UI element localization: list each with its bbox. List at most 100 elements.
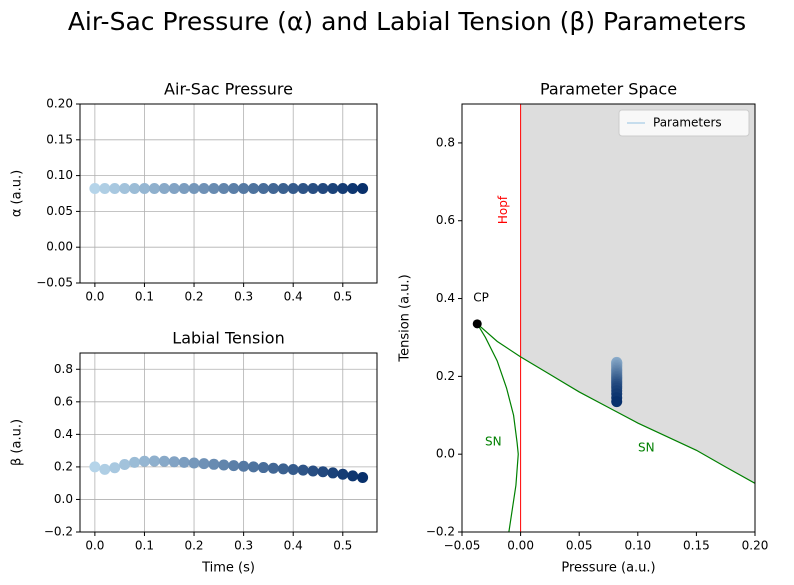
point (198, 458, 210, 470)
y-tick-label: 0.15 (46, 132, 73, 146)
point (327, 467, 339, 479)
point (218, 459, 230, 471)
point (208, 458, 220, 470)
point (267, 182, 279, 194)
stable-region (520, 104, 755, 484)
point (238, 460, 250, 472)
axes-frame (79, 352, 378, 533)
y-tick-label: −0.2 (426, 525, 455, 539)
x-tick-label: 0.2 (184, 290, 203, 304)
point (228, 182, 240, 194)
point (327, 182, 339, 194)
point (347, 182, 359, 194)
point (277, 182, 289, 194)
point (357, 182, 369, 194)
x-tick-label: 0.00 (507, 539, 534, 553)
x-tick-label: 0.1 (135, 539, 154, 553)
y-tick-label: 0.4 (436, 291, 455, 305)
y-axis-label: β (a.u.) (10, 419, 25, 466)
point (228, 460, 240, 472)
point (267, 462, 279, 474)
legend-box (618, 109, 750, 137)
x-tick-label: 0.4 (284, 290, 303, 304)
point (347, 470, 359, 482)
x-tick-label: 0.5 (333, 290, 352, 304)
point (178, 456, 190, 468)
x-tick-label: 0.4 (284, 539, 303, 553)
x-tick-label: 0.1 (135, 290, 154, 304)
figure-title: Air-Sac Pressure (α) and Labial Tension … (68, 7, 746, 36)
point (188, 182, 200, 194)
x-tick-label: 0.10 (624, 539, 651, 553)
point (148, 455, 160, 467)
y-tick-label: 0.4 (54, 427, 73, 441)
hopf-label: Hopf (496, 195, 510, 224)
x-tick-label: −0.05 (444, 539, 481, 553)
legend-label: Parameters (653, 116, 722, 130)
point (178, 182, 190, 194)
point (317, 182, 329, 194)
point (297, 182, 309, 194)
point (198, 182, 210, 194)
x-tick-label: 0.05 (566, 539, 593, 553)
y-tick-label: 0.6 (436, 213, 455, 227)
point (218, 182, 230, 194)
x-tick-label: 0.2 (184, 539, 203, 553)
point (238, 182, 250, 194)
axes-title: Air-Sac Pressure (164, 80, 293, 99)
x-tick-label: 0.0 (85, 539, 104, 553)
y-tick-label: 0.0 (54, 492, 73, 506)
y-tick-label: 0.2 (54, 459, 73, 473)
point (357, 471, 369, 483)
point (158, 182, 170, 194)
x-axis-label: Time (s) (201, 561, 255, 576)
y-tick-label: 0.05 (46, 204, 73, 218)
axes-frame (79, 103, 378, 284)
point (611, 396, 623, 408)
point (168, 456, 180, 468)
x-tick-label: 0.15 (683, 539, 710, 553)
plot-area (89, 182, 369, 194)
point (158, 455, 170, 467)
point (248, 182, 260, 194)
point (109, 182, 121, 194)
y-tick-label: 0.20 (46, 97, 73, 111)
point (307, 182, 319, 194)
sn-label: SN (638, 441, 655, 455)
x-axis-label: Pressure (a.u.) (561, 561, 655, 576)
y-tick-label: 0.2 (436, 369, 455, 383)
point (307, 465, 319, 477)
x-tick-label: 0.5 (333, 539, 352, 553)
y-tick-label: 0.00 (46, 240, 73, 254)
y-tick-label: 0.8 (436, 135, 455, 149)
plot-area (472, 104, 755, 532)
axes-title: Labial Tension (172, 329, 284, 348)
point (89, 461, 101, 473)
axes-frame (461, 103, 756, 533)
point (138, 182, 150, 194)
point (148, 182, 160, 194)
x-tick-label: 0.3 (234, 290, 253, 304)
y-tick-label: 0.10 (46, 168, 73, 182)
point (109, 462, 121, 474)
axes-title: Parameter Space (540, 80, 677, 99)
point (138, 455, 150, 467)
point (119, 458, 131, 470)
point (277, 463, 289, 475)
point (257, 182, 269, 194)
point (99, 463, 111, 475)
sn-label: SN (485, 435, 502, 449)
cusp-label: CP (473, 290, 489, 304)
y-tick-label: 0.0 (436, 447, 455, 461)
point (208, 182, 220, 194)
x-tick-label: 0.20 (742, 539, 769, 553)
sn-curve (476, 323, 519, 532)
y-axis-label: α (a.u.) (10, 170, 25, 217)
sn-curve (476, 323, 755, 484)
y-axis-label: Tension (a.u.) (398, 274, 413, 362)
y-tick-label: 0.6 (54, 394, 73, 408)
point (129, 182, 141, 194)
y-tick-label: −0.2 (44, 525, 73, 539)
point (287, 464, 299, 476)
